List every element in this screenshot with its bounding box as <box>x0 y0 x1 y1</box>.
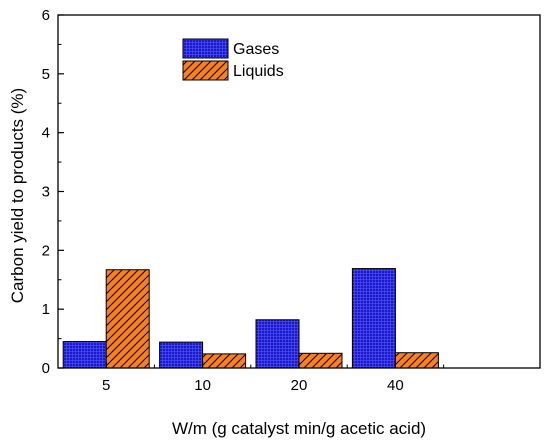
ticks-layer: 0 1 2 3 4 5 6 5 10 20 40 <box>42 7 541 394</box>
x-axis-label: W/m (g catalyst min/g acetic acid) <box>172 419 426 438</box>
y-axis-label: Carbon yield to products (%) <box>8 88 27 303</box>
y-tick-label: 1 <box>42 301 50 318</box>
legend-label-liquids: Liquids <box>233 63 284 80</box>
legend-swatch-liquids <box>182 60 229 81</box>
bar-liquids-40 <box>394 352 439 369</box>
bar-liquids-20 <box>298 352 343 369</box>
x-tick-label: 5 <box>102 377 110 394</box>
bar-gases-40 <box>351 268 396 369</box>
legend-swatch-gases <box>182 38 229 59</box>
bar-liquids-10 <box>202 353 247 369</box>
legend-label-gases: Gases <box>233 41 279 58</box>
x-tick-label: 40 <box>387 377 404 394</box>
x-tick-label: 20 <box>291 377 308 394</box>
bar-gases-20 <box>255 319 300 369</box>
y-tick-label: 2 <box>42 242 50 259</box>
bars-layer <box>62 268 439 369</box>
legend: Gases Liquids <box>182 38 284 81</box>
x-tick-label: 10 <box>194 377 211 394</box>
y-tick-label: 6 <box>42 7 50 24</box>
bar-gases-10 <box>159 341 204 369</box>
y-tick-label: 5 <box>42 66 50 83</box>
y-tick-label: 4 <box>42 125 50 142</box>
bar-gases-5 <box>62 341 107 369</box>
y-tick-label: 0 <box>42 360 50 377</box>
y-tick-label: 3 <box>42 184 50 201</box>
bar-liquids-5 <box>105 269 150 369</box>
